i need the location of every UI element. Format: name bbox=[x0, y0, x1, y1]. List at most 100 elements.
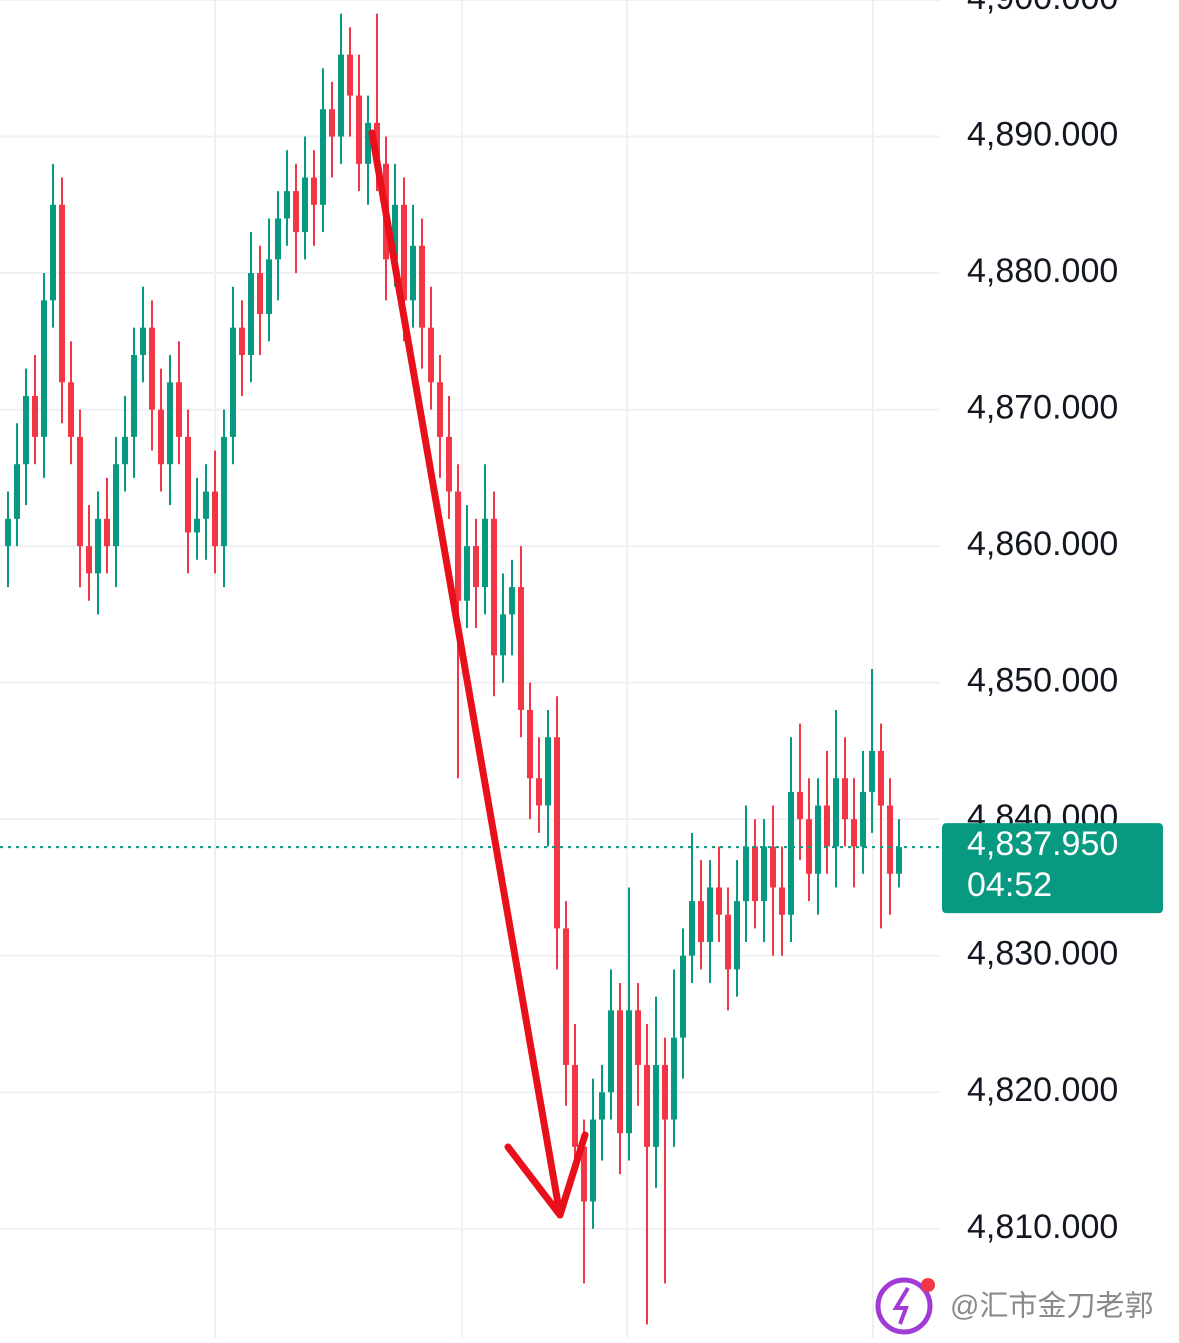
candle-body bbox=[23, 395, 29, 465]
candle-body bbox=[482, 518, 488, 588]
candle-body bbox=[203, 491, 209, 519]
candle-body bbox=[77, 436, 83, 547]
y-tick-label: 4,870.000 bbox=[967, 389, 1118, 427]
candle-body bbox=[743, 846, 749, 902]
candle-body bbox=[95, 518, 101, 574]
candle-body bbox=[824, 805, 830, 847]
candle-body bbox=[257, 273, 263, 315]
y-tick-label: 4,900.000 bbox=[967, 0, 1118, 17]
y-tick-label: 4,820.000 bbox=[967, 1071, 1118, 1109]
candle-body bbox=[275, 218, 281, 260]
candle-body bbox=[50, 204, 56, 301]
candle-body bbox=[5, 518, 11, 547]
candle-body bbox=[716, 887, 722, 915]
candle-body bbox=[869, 750, 875, 792]
candle-body bbox=[545, 737, 551, 806]
candle-body bbox=[239, 327, 245, 355]
candle-body bbox=[266, 259, 272, 315]
candle-body bbox=[347, 54, 353, 96]
candle-body bbox=[554, 737, 560, 929]
last-price-label: 4,837.950 bbox=[967, 825, 1118, 863]
arrow-head bbox=[504, 1131, 589, 1219]
candle-body bbox=[536, 778, 542, 806]
candle-body bbox=[500, 614, 506, 656]
candle-body bbox=[473, 546, 479, 588]
y-tick-label: 4,830.000 bbox=[967, 935, 1118, 973]
candle-body bbox=[635, 1010, 641, 1065]
candle-body bbox=[878, 750, 884, 806]
candle-body bbox=[860, 791, 866, 847]
candle-body bbox=[527, 709, 533, 779]
candle-body bbox=[707, 887, 713, 943]
candle-body bbox=[851, 819, 857, 847]
candle-body bbox=[311, 177, 317, 205]
candle-body bbox=[887, 805, 893, 874]
candle-body bbox=[815, 805, 821, 874]
candle-body bbox=[563, 928, 569, 1065]
candle-body bbox=[491, 518, 497, 656]
candle-body bbox=[338, 54, 344, 137]
candle-body bbox=[644, 1064, 650, 1147]
candle-body bbox=[752, 846, 758, 902]
candle-body bbox=[626, 1010, 632, 1134]
trend-arrow bbox=[368, 129, 589, 1219]
candle-body bbox=[428, 327, 434, 383]
candle-body bbox=[320, 109, 326, 205]
candle-body bbox=[617, 1010, 623, 1134]
icon-dot bbox=[921, 1278, 935, 1292]
candle-body bbox=[797, 791, 803, 820]
candle-body bbox=[446, 436, 452, 492]
countdown: 04:52 bbox=[967, 866, 1052, 904]
candle-body bbox=[779, 887, 785, 915]
candle-body bbox=[689, 901, 695, 956]
candle-body bbox=[572, 1064, 578, 1147]
candle-body bbox=[599, 1092, 605, 1120]
candle-body bbox=[392, 204, 398, 260]
watermark: @汇市金刀老郭 bbox=[950, 1290, 1153, 1323]
candle-body bbox=[734, 901, 740, 970]
candle-body bbox=[680, 955, 686, 1038]
candle-body bbox=[698, 901, 704, 943]
candle-body bbox=[608, 1010, 614, 1093]
candle-body bbox=[302, 177, 308, 233]
y-tick-label: 4,880.000 bbox=[967, 252, 1118, 290]
icon-ring bbox=[875, 1277, 933, 1335]
candle-body bbox=[509, 587, 515, 615]
candle-body bbox=[68, 382, 74, 437]
candle-body bbox=[293, 191, 299, 233]
candle-body bbox=[590, 1119, 596, 1202]
candle-body bbox=[761, 846, 767, 902]
y-tick-label: 4,850.000 bbox=[967, 662, 1118, 700]
icon-bolt bbox=[892, 1286, 910, 1325]
candle-body bbox=[104, 518, 110, 547]
candle-body bbox=[770, 846, 776, 888]
candle-body bbox=[158, 409, 164, 465]
candle-body bbox=[518, 587, 524, 710]
candle-body bbox=[221, 436, 227, 547]
candle-body bbox=[455, 491, 461, 601]
candle-body bbox=[401, 204, 407, 301]
candle-body bbox=[149, 327, 155, 410]
y-tick-label: 4,810.000 bbox=[967, 1208, 1118, 1246]
last-price-box bbox=[942, 823, 1163, 914]
candle-body bbox=[329, 109, 335, 137]
candle-body bbox=[671, 1037, 677, 1120]
candle-body bbox=[356, 95, 362, 164]
candle-body bbox=[410, 245, 416, 301]
candle-body bbox=[365, 122, 371, 164]
candle-body bbox=[194, 518, 200, 533]
candle-body bbox=[41, 300, 47, 437]
candle-body bbox=[581, 1146, 587, 1202]
candle-body bbox=[662, 1064, 668, 1120]
candle-body bbox=[212, 491, 218, 547]
candle-body bbox=[248, 273, 254, 355]
candle-body bbox=[86, 546, 92, 574]
y-tick-label: 4,890.000 bbox=[967, 116, 1118, 154]
arrow-shaft bbox=[368, 129, 564, 1219]
candle-body bbox=[131, 354, 137, 437]
candle-body bbox=[122, 436, 128, 465]
candle-body bbox=[32, 395, 38, 437]
candle-body bbox=[59, 204, 65, 383]
candle-body bbox=[230, 327, 236, 437]
